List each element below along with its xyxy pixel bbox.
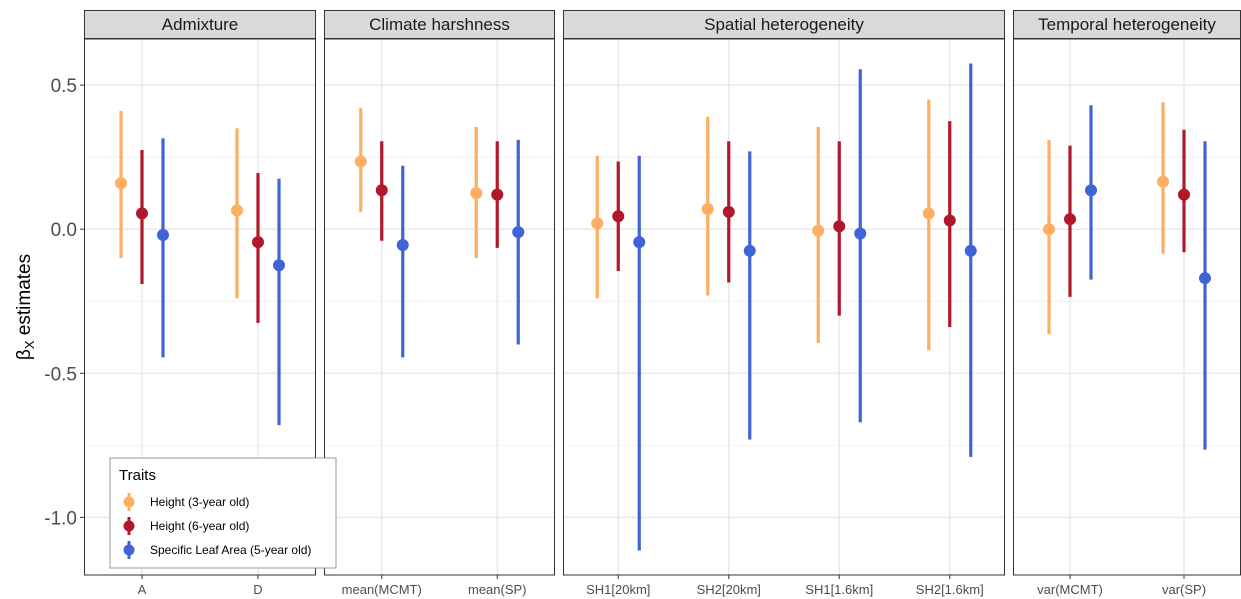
legend-item: Height (3-year old) bbox=[123, 493, 249, 511]
y-axis-title-main: β bbox=[14, 349, 35, 360]
legend-key-point bbox=[123, 544, 135, 556]
estimate-point bbox=[115, 177, 127, 190]
facet-panel: Temporal heterogeneity var(MCMT) var(SP) bbox=[1013, 10, 1241, 597]
estimate-point bbox=[591, 217, 604, 230]
legend: Traits Height (3-year old) Height (6-year … bbox=[109, 457, 337, 569]
estimate-point bbox=[922, 207, 935, 220]
estimate-point bbox=[701, 203, 714, 216]
y-axis-title-subscript: X bbox=[22, 340, 37, 349]
x-tick-label: mean(SP) bbox=[468, 582, 527, 597]
estimate-point bbox=[375, 184, 388, 197]
estimate-point bbox=[722, 205, 735, 218]
estimate-point bbox=[354, 155, 367, 168]
facet-strip-title: Climate harshness bbox=[369, 15, 510, 34]
estimate-point bbox=[854, 227, 867, 240]
legend-box bbox=[109, 457, 337, 569]
x-tick-label: SH1[20km] bbox=[586, 582, 650, 597]
estimate-point bbox=[491, 188, 504, 201]
y-tick-label: 0.5 bbox=[51, 76, 77, 97]
estimate-point bbox=[812, 224, 825, 237]
x-tick-label: SH2[1.6km] bbox=[916, 582, 984, 597]
facet-panels: Admixture A D Climate harshness mean(MCMT) me… bbox=[84, 10, 1241, 597]
estimate-point bbox=[252, 236, 264, 249]
x-tick-label: D bbox=[253, 582, 262, 597]
y-tick-label: 0.0 bbox=[51, 220, 77, 241]
y-tick-label: -1.0 bbox=[44, 508, 77, 529]
estimate-point bbox=[136, 207, 148, 220]
legend-item: Height (6-year old) bbox=[123, 517, 249, 535]
legend-key-point bbox=[123, 496, 135, 508]
x-tick-label: var(MCMT) bbox=[1037, 582, 1103, 597]
panel-background bbox=[563, 39, 1005, 575]
facet-strip-title: Spatial heterogeneity bbox=[704, 15, 864, 34]
estimate-point bbox=[157, 228, 169, 241]
estimate-point bbox=[231, 204, 243, 217]
estimate-point bbox=[1157, 175, 1169, 188]
facet-strip-title: Temporal heterogeneity bbox=[1038, 15, 1216, 34]
y-axis-title-rest: estimates bbox=[14, 254, 35, 341]
y-axis-labels: βX estimates 0.5 0.0 -0.5 -1.0 bbox=[14, 76, 84, 529]
estimate-point bbox=[470, 187, 483, 200]
estimate-point bbox=[964, 244, 977, 257]
estimate-point bbox=[1178, 188, 1190, 201]
x-tick-label: var(SP) bbox=[1162, 582, 1206, 597]
legend-label: Specific Leaf Area (5-year old) bbox=[150, 543, 311, 557]
estimate-point bbox=[743, 244, 756, 257]
estimate-point bbox=[1199, 272, 1211, 285]
facet-panel: Climate harshness mean(MCMT) mean(SP) bbox=[324, 10, 555, 597]
x-tick-label: SH2[20km] bbox=[697, 582, 761, 597]
estimate-point bbox=[943, 214, 956, 227]
legend-label: Height (3-year old) bbox=[150, 495, 249, 509]
y-axis-title: βX estimates bbox=[14, 254, 37, 360]
panel-background bbox=[1013, 39, 1241, 575]
facet-strip bbox=[324, 10, 555, 39]
estimate-point bbox=[273, 259, 285, 272]
facet-strip bbox=[563, 10, 1005, 39]
estimate-point bbox=[612, 210, 625, 223]
legend-key-point bbox=[123, 520, 135, 532]
estimate-point bbox=[633, 236, 646, 249]
estimate-point bbox=[512, 226, 525, 239]
x-tick-label: A bbox=[138, 582, 147, 597]
estimate-point bbox=[1043, 223, 1055, 236]
panel-background bbox=[324, 39, 555, 575]
y-tick-label: -0.5 bbox=[44, 364, 77, 385]
legend-label: Height (6-year old) bbox=[150, 519, 249, 533]
legend-item: Specific Leaf Area (5-year old) bbox=[123, 541, 311, 559]
estimate-point bbox=[1064, 213, 1076, 226]
x-tick-label: mean(MCMT) bbox=[342, 582, 422, 597]
facet-strip bbox=[84, 10, 316, 39]
facet-strip-title: Admixture bbox=[162, 15, 239, 34]
estimate-point bbox=[833, 220, 846, 233]
facet-panel: Spatial heterogeneity SH1[20km] SH2[20km] S… bbox=[563, 10, 1005, 597]
facet-strip bbox=[1013, 10, 1241, 39]
estimate-point bbox=[1085, 184, 1097, 197]
estimate-point bbox=[396, 239, 409, 252]
legend-title: Traits bbox=[119, 467, 156, 484]
x-tick-label: SH1[1.6km] bbox=[805, 582, 873, 597]
